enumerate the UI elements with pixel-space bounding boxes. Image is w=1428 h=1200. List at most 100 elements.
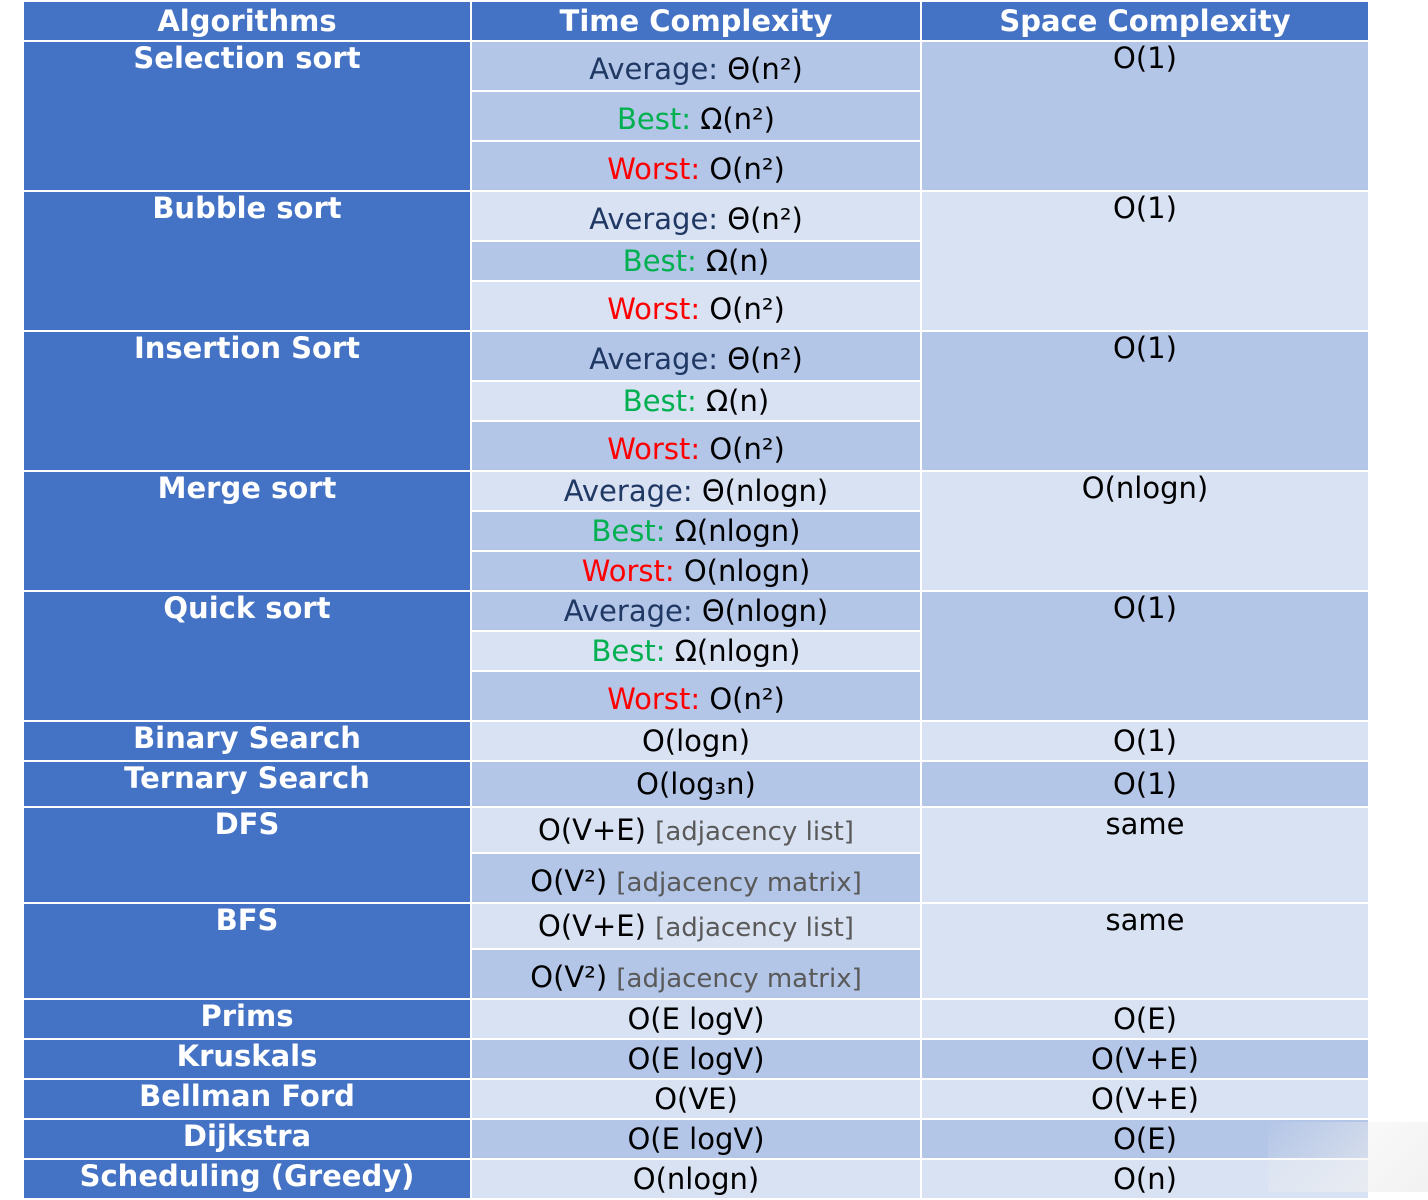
worst-value: O(n²) — [709, 682, 785, 716]
time-best-cell: Best: Ω(nlogn) — [470, 510, 922, 552]
algorithm-name: Prims — [22, 998, 472, 1040]
best-value: Ω(nlogn) — [674, 633, 801, 668]
time-average-cell: Average: Θ(nlogn) — [470, 470, 922, 512]
time-complexity-cell: O(nlogn) — [470, 1158, 922, 1200]
time-average-cell: Average: Θ(nlogn) — [470, 590, 922, 632]
time-best-cell: Best: Ω(n²) — [470, 90, 922, 142]
algorithm-row-bubble-sort: Bubble sort Average: Θ(n²) O(1) — [22, 190, 1370, 332]
space-complexity-cell: same — [920, 806, 1370, 904]
time-best-cell: Best: Ω(n) — [470, 380, 922, 422]
algorithm-row-binary-search: Binary Search O(logn) O(1) — [22, 720, 1370, 762]
best-label: Best: — [622, 383, 697, 418]
time-average-cell: Average: Θ(n²) — [470, 190, 922, 242]
algorithm-subrow-merge-sort: Best: Ω(nlogn) — [23, 510, 1369, 552]
time-worst-cell: Worst: O(n²) — [470, 140, 922, 192]
average-value: Θ(nlogn) — [701, 593, 829, 628]
worst-label: Worst: — [607, 292, 701, 326]
algorithm-row-merge-sort: Merge sort Average: Θ(nlogn) O(nlogn) — [22, 470, 1370, 592]
average-label: Average: — [589, 342, 719, 376]
algorithm-name: Ternary Search — [22, 760, 472, 808]
time-adjacency-list-cell: O(V+E) [adjacency list] — [470, 806, 922, 854]
algorithm-subrow-quick-sort: Best: Ω(nlogn) — [23, 630, 1369, 672]
algorithm-name: Bellman Ford — [22, 1078, 472, 1120]
header-space-complexity: Space Complexity — [920, 0, 1370, 42]
algorithm-name: Binary Search — [22, 720, 472, 762]
algorithm-name: Quick sort — [22, 590, 472, 722]
time-complexity-cell: O(logn) — [470, 720, 922, 762]
worst-value: O(n²) — [709, 292, 785, 326]
worst-label: Worst: — [607, 152, 701, 186]
algorithm-subrow-quick-sort: Worst: O(n²) — [23, 670, 1369, 722]
time-best-cell: Best: Ω(n) — [470, 240, 922, 282]
worst-label: Worst: — [607, 682, 701, 716]
algorithm-subrow-bubble-sort: Best: Ω(n) — [23, 240, 1369, 282]
algorithm-row-bellman-ford: Bellman Ford O(VE) O(V+E) — [22, 1078, 1370, 1120]
header-row: Algorithms Time Complexity Space Complex… — [22, 0, 1370, 42]
best-value: Ω(n) — [706, 243, 770, 278]
algorithm-row-selection-sort: Selection sort Average: Θ(n²) O(1) — [22, 40, 1370, 192]
space-complexity-cell: O(1) — [920, 590, 1370, 722]
time-worst-cell: Worst: O(n²) — [470, 670, 922, 722]
complexity-table: Algorithms Time Complexity Space Complex… — [22, 0, 1370, 1200]
algorithm-name: DFS — [22, 806, 472, 904]
algorithm-subrow-insertion-sort: Worst: O(n²) — [23, 420, 1369, 472]
best-label: Best: — [622, 243, 697, 278]
worst-label: Worst: — [581, 553, 675, 588]
best-label: Best: — [591, 513, 666, 548]
average-label: Average: — [563, 473, 693, 508]
time-complexity-cell: O(E logV) — [470, 1118, 922, 1160]
space-complexity-cell: O(1) — [920, 720, 1370, 762]
worst-value: O(n²) — [709, 432, 785, 466]
time-average-cell: Average: Θ(n²) — [470, 330, 922, 382]
algorithm-subrow-selection-sort: Worst: O(n²) — [23, 140, 1369, 192]
space-complexity-cell: O(V+E) — [920, 1078, 1370, 1120]
algorithm-row-insertion-sort: Insertion Sort Average: Θ(n²) O(1) — [22, 330, 1370, 472]
best-value: Ω(nlogn) — [674, 513, 801, 548]
time-complexity-cell: O(E logV) — [470, 1038, 922, 1080]
best-value: Ω(n) — [706, 383, 770, 418]
algorithm-name: Dijkstra — [22, 1118, 472, 1160]
best-label: Best: — [591, 633, 666, 668]
average-label: Average: — [589, 52, 719, 86]
average-label: Average: — [563, 593, 693, 628]
time-complexity-cell: O(VE) — [470, 1078, 922, 1120]
space-complexity-cell: same — [920, 902, 1370, 1000]
time-worst-cell: Worst: O(n²) — [470, 420, 922, 472]
space-complexity-cell: O(1) — [920, 190, 1370, 332]
worst-value: O(n²) — [709, 152, 785, 186]
adjacency-list-note: [adjacency list] — [655, 912, 854, 943]
worst-value: O(nlogn) — [683, 553, 811, 588]
algorithm-row-quick-sort: Quick sort Average: Θ(nlogn) O(1) — [22, 590, 1370, 722]
algorithm-row-ternary-search: Ternary Search O(log₃n) O(1) — [22, 760, 1370, 808]
algorithm-row-bfs: BFS O(V+E) [adjacency list] same — [22, 902, 1370, 1000]
algorithm-name: Merge sort — [22, 470, 472, 592]
time-adjacency-list-cell: O(V+E) [adjacency list] — [470, 902, 922, 950]
algorithm-row-dfs: DFS O(V+E) [adjacency list] same — [22, 806, 1370, 904]
adjacency-list-note: [adjacency list] — [655, 816, 854, 847]
best-value: Ω(n²) — [700, 102, 775, 136]
algorithm-name: Scheduling (Greedy) — [22, 1158, 472, 1200]
header-time-complexity: Time Complexity — [470, 0, 922, 42]
algorithm-name: Selection sort — [22, 40, 472, 192]
algorithm-row-scheduling-greedy: Scheduling (Greedy) O(nlogn) O(n) — [22, 1158, 1370, 1200]
algorithm-subrow-merge-sort: Worst: O(nlogn) — [23, 550, 1369, 592]
algorithm-name: Insertion Sort — [22, 330, 472, 472]
algorithm-name: BFS — [22, 902, 472, 1000]
time-adjacency-matrix-cell: O(V²) [adjacency matrix] — [470, 852, 922, 904]
space-complexity-cell: O(1) — [920, 330, 1370, 472]
time-matrix-value: O(V²) — [530, 864, 608, 898]
time-matrix-value: O(V²) — [530, 960, 608, 994]
algorithm-subrow-dfs: O(V²) [adjacency matrix] — [23, 852, 1369, 904]
worst-label: Worst: — [607, 432, 701, 466]
algorithm-name: Kruskals — [22, 1038, 472, 1080]
algorithm-row-dijkstra: Dijkstra O(E logV) O(E) — [22, 1118, 1370, 1160]
average-value: Θ(nlogn) — [701, 473, 829, 508]
average-label: Average: — [589, 202, 719, 236]
algorithm-row-prims: Prims O(E logV) O(E) — [22, 998, 1370, 1040]
time-worst-cell: Worst: O(nlogn) — [470, 550, 922, 592]
algorithm-subrow-selection-sort: Best: Ω(n²) — [23, 90, 1369, 142]
corner-shadow — [1268, 1122, 1428, 1192]
algorithm-subrow-bubble-sort: Worst: O(n²) — [23, 280, 1369, 332]
space-complexity-cell: O(V+E) — [920, 1038, 1370, 1080]
time-complexity-cell: O(E logV) — [470, 998, 922, 1040]
